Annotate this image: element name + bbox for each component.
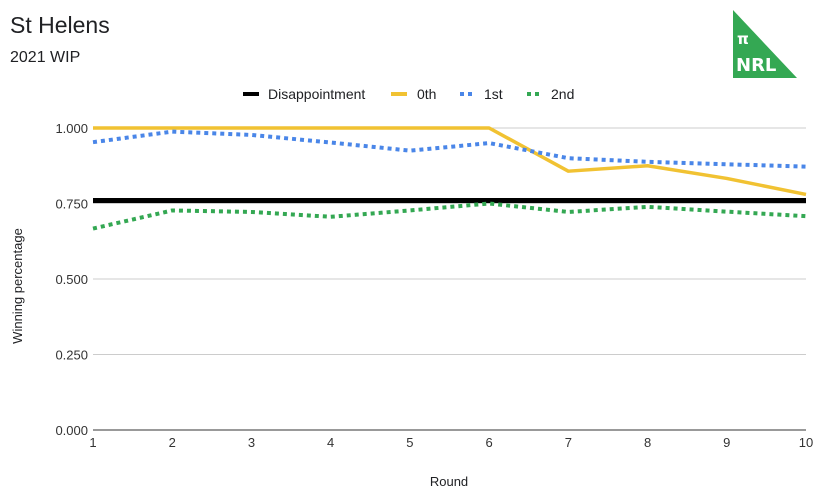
x-tick-label: 6 bbox=[485, 435, 492, 450]
pi-nrl-logo: π NRL bbox=[733, 10, 797, 78]
x-tick-label: 1 bbox=[89, 435, 96, 450]
series-line-1st bbox=[92, 129, 807, 169]
y-tick-label: 0.750 bbox=[55, 197, 88, 212]
legend-label-1st: 1st bbox=[484, 86, 503, 102]
y-tick-label: 1.000 bbox=[55, 121, 88, 136]
legend-label-disappointment: Disappointment bbox=[268, 86, 365, 102]
chart-title: St Helens bbox=[10, 12, 110, 38]
x-axis-ticks: 1 2 3 4 5 6 7 8 9 10 bbox=[89, 435, 813, 450]
x-tick-label: 5 bbox=[406, 435, 413, 450]
x-tick-label: 10 bbox=[799, 435, 813, 450]
x-axis-label: Round bbox=[430, 474, 468, 489]
x-tick-label: 9 bbox=[723, 435, 730, 450]
legend-label-2nd: 2nd bbox=[551, 86, 574, 102]
logo-text: NRL bbox=[736, 55, 776, 76]
x-tick-label: 2 bbox=[169, 435, 176, 450]
y-axis-label: Winning percentage bbox=[10, 228, 25, 344]
chart-subtitle: 2021 WIP bbox=[10, 49, 81, 66]
x-tick-label: 7 bbox=[565, 435, 572, 450]
legend: Disappointment 0th 1st 2nd bbox=[243, 86, 574, 102]
logo-symbol: π bbox=[737, 30, 749, 48]
series-lines bbox=[92, 126, 807, 231]
x-tick-label: 4 bbox=[327, 435, 334, 450]
y-tick-label: 0.250 bbox=[55, 348, 88, 363]
y-tick-label: 0.500 bbox=[55, 272, 88, 287]
series-line-0th bbox=[93, 126, 807, 197]
x-tick-label: 3 bbox=[248, 435, 255, 450]
y-tick-label: 0.000 bbox=[55, 423, 88, 438]
legend-label-0th: 0th bbox=[417, 86, 436, 102]
y-axis-ticks: 0.000 0.250 0.500 0.750 1.000 bbox=[55, 121, 88, 438]
x-tick-label: 8 bbox=[644, 435, 651, 450]
logo-triangle bbox=[733, 10, 797, 78]
series-line-2nd bbox=[92, 201, 807, 231]
